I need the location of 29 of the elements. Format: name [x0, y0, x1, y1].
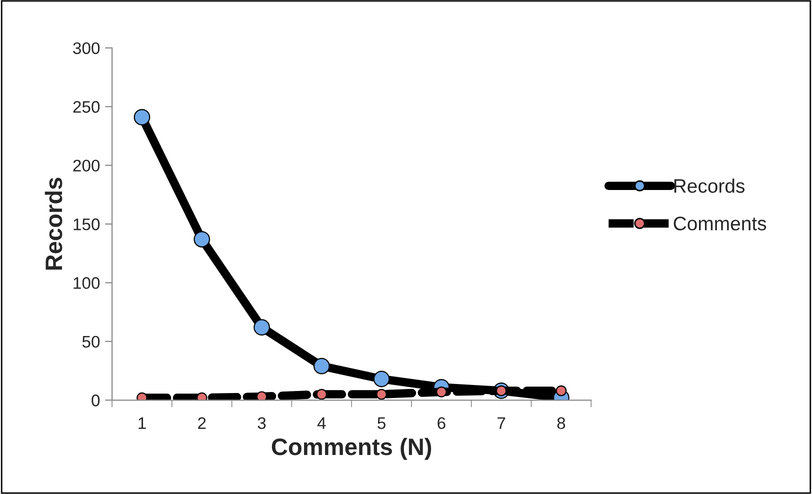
point [256, 391, 268, 400]
x-tick-label: 4 [317, 417, 326, 429]
y-tick-label: 250 [73, 101, 100, 113]
y-tick-label: 100 [74, 277, 100, 289]
y-tick-label: 0 [92, 394, 100, 406]
y-axis-title: Records [44, 178, 62, 270]
x-tick-label: 1 [138, 417, 146, 429]
y-tick-label: 50 [82, 336, 100, 348]
x-tick-label: 2 [198, 417, 206, 429]
y-tick-label: 300 [73, 42, 100, 54]
point [376, 388, 387, 400]
y-tick-label: 200 [73, 160, 100, 172]
point [134, 108, 150, 126]
legend-label: Comments [674, 216, 766, 230]
y-tick-label: 150 [74, 218, 100, 230]
point [316, 388, 328, 400]
x-tick-label: 7 [498, 417, 506, 429]
point [254, 319, 270, 336]
point [313, 358, 330, 374]
legend-label: Records [674, 178, 745, 193]
point [556, 385, 567, 396]
x-tick-label: 3 [258, 417, 266, 430]
x-tick-label: 6 [438, 417, 446, 430]
point [373, 370, 390, 388]
x-tick-label: 5 [378, 417, 386, 430]
x-tick-label: 8 [557, 417, 566, 430]
point [436, 386, 447, 398]
x-axis-title: Comments (N) [272, 438, 432, 460]
point [194, 231, 210, 248]
